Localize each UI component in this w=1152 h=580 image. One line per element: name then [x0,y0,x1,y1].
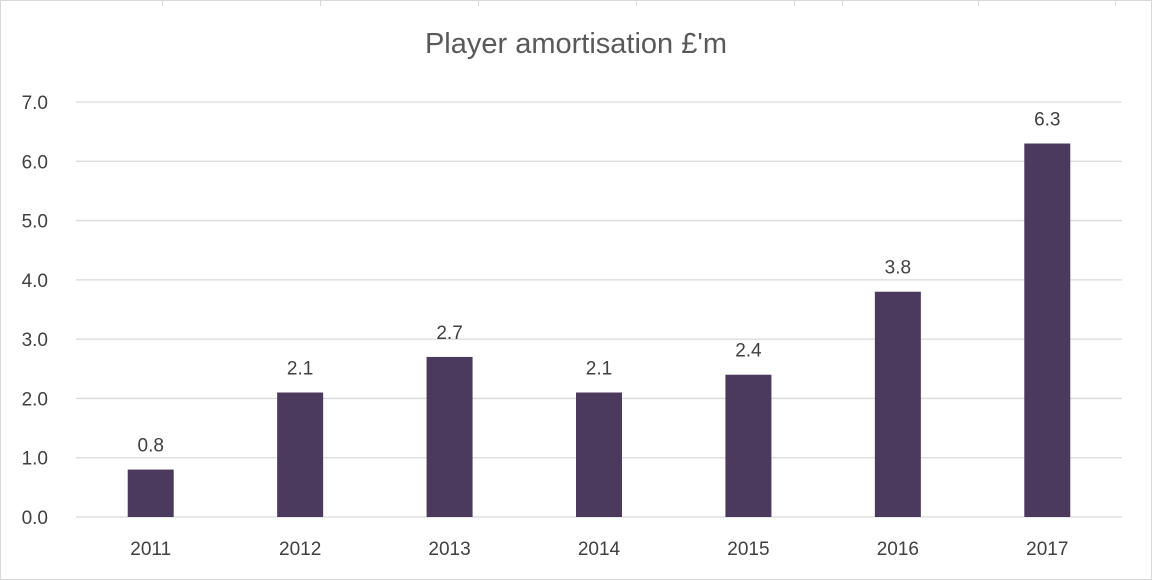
y-tick-label: 1.0 [22,449,48,470]
x-tick-label: 2015 [727,539,769,560]
data-label-2016: 3.8 [885,258,911,279]
x-tick-label: 2012 [279,539,321,560]
y-tick-label: 4.0 [22,271,48,292]
y-tick-label: 2.0 [22,389,48,410]
y-tick-label: 6.0 [22,152,48,173]
y-tick-label: 0.0 [22,508,48,529]
data-label-2014: 2.1 [586,359,612,380]
top-gridline-stubs [0,0,1152,6]
data-label-2012: 2.1 [287,359,313,380]
chart-title: Player amortisation £'m [424,28,728,60]
y-tick-label: 5.0 [22,212,48,233]
data-label-2013: 2.7 [436,323,462,344]
y-tick-label: 7.0 [22,93,48,114]
x-tick-label: 2013 [428,539,470,560]
data-label-2015: 2.4 [735,341,762,362]
x-tick-label: 2016 [877,539,919,560]
x-tick-label: 2017 [1026,539,1068,560]
bar-2016 [874,291,921,517]
bar-2011 [127,469,174,517]
y-tick-label: 3.0 [22,330,48,351]
bar-2012 [277,392,324,517]
bar-2017 [1024,143,1071,517]
x-tick-label: 2011 [130,539,171,560]
data-label-2017: 6.3 [1034,110,1060,131]
bar-2013 [426,356,473,517]
data-label-2011: 0.8 [138,436,164,457]
x-tick-label: 2014 [578,539,621,560]
bar-2014 [576,392,622,517]
bar-2015 [725,374,772,517]
